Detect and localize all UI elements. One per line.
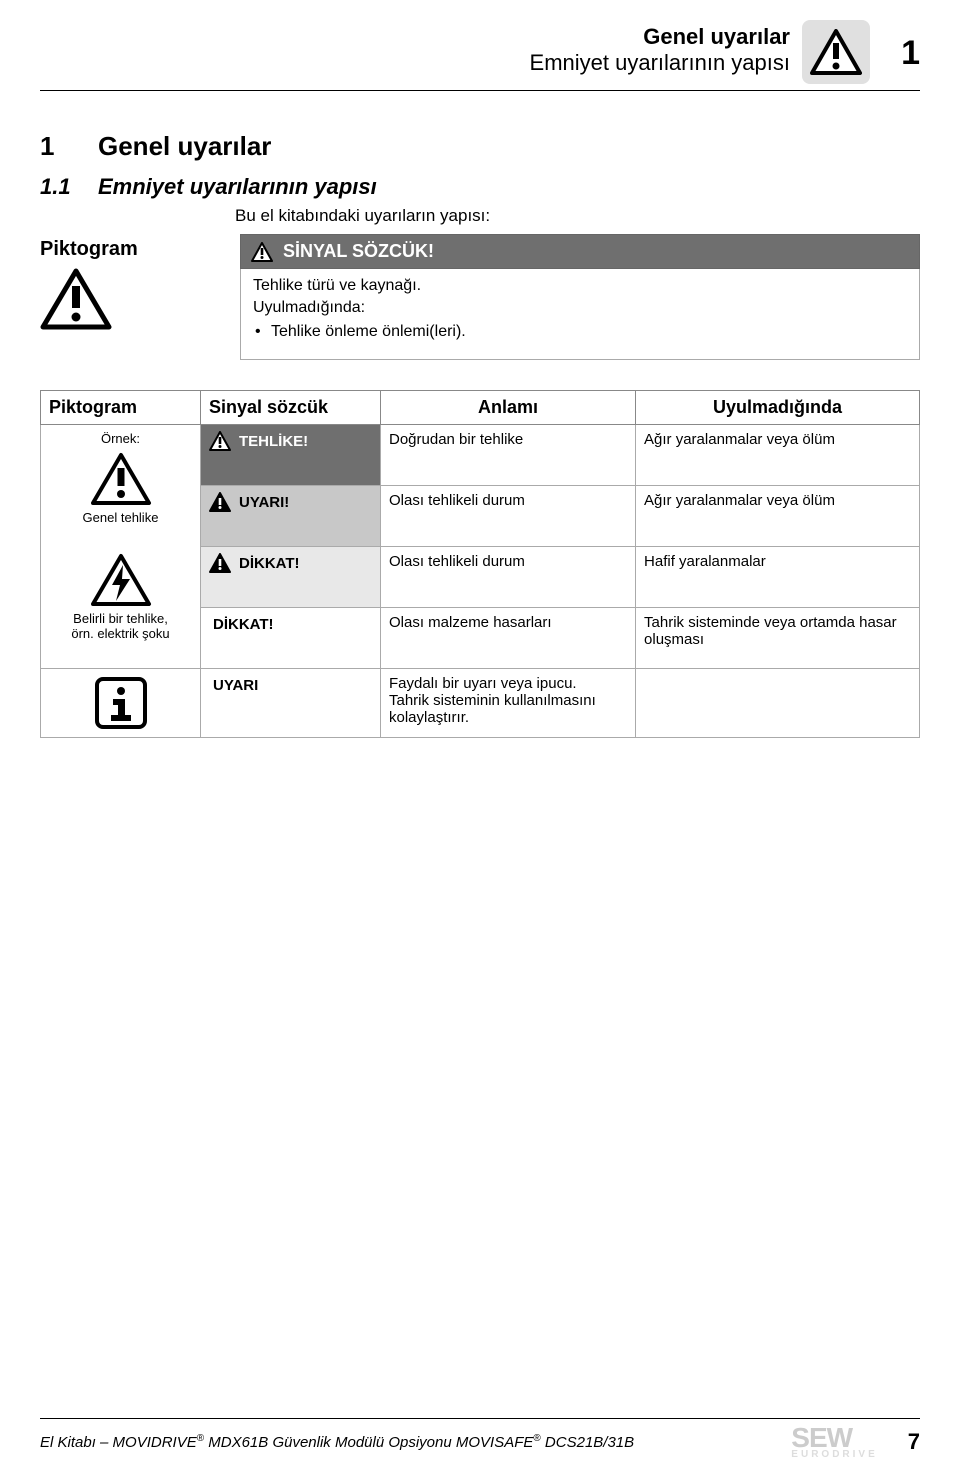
signal-text: DİKKAT! bbox=[239, 553, 300, 572]
warning-triangle-icon bbox=[40, 267, 112, 331]
heading-1-text: Genel uyarılar bbox=[98, 131, 271, 162]
signal-box: SİNYAL SÖZCÜK! Tehlike türü ve kaynağı. … bbox=[240, 234, 920, 360]
page-header: Genel uyarılar Emniyet uyarılarının yapı… bbox=[40, 20, 920, 90]
signal-cell: DİKKAT! bbox=[209, 614, 372, 662]
signal-text: TEHLİKE! bbox=[239, 431, 308, 450]
page-footer: El Kitabı – MOVIDRIVE® MDX61B Güvenlik M… bbox=[40, 1418, 920, 1459]
page: Genel uyarılar Emniyet uyarılarının yapı… bbox=[0, 0, 960, 1479]
signal-body: Tehlike türü ve kaynağı. Uyulmadığında: … bbox=[240, 269, 920, 360]
footer-text: El Kitabı – MOVIDRIVE® MDX61B Güvenlik M… bbox=[40, 1433, 634, 1451]
signal-word-text: SİNYAL SÖZCÜK! bbox=[283, 241, 434, 262]
meaning-cell: Olası malzeme hasarları bbox=[381, 608, 636, 669]
warning-structure-box: Piktogram bbox=[40, 234, 920, 360]
consequence-cell: Hafif yaralanmalar bbox=[636, 547, 920, 608]
th-pictogram: Piktogram bbox=[41, 391, 201, 425]
sew-logo: SEW EURODRIVE bbox=[791, 1425, 877, 1459]
signal-word-table: Piktogram Sinyal sözcük Anlamı Uyulmadığ… bbox=[40, 390, 920, 738]
electric-warning-icon bbox=[49, 553, 192, 607]
header-titles: Genel uyarılar Emniyet uyarılarının yapı… bbox=[530, 24, 790, 76]
chapter-number: 1 bbox=[901, 34, 920, 73]
info-icon bbox=[49, 675, 192, 731]
meaning-cell: Olası tehlikeli durum bbox=[381, 486, 636, 547]
signal-cell: UYARI! bbox=[209, 492, 372, 540]
th-signal: Sinyal sözcük bbox=[201, 391, 381, 425]
small-warning-icon bbox=[209, 431, 231, 451]
small-warning-icon bbox=[209, 492, 231, 512]
consequence-line: Uyulmadığında: bbox=[253, 299, 907, 317]
signal-word-bar: SİNYAL SÖZCÜK! bbox=[240, 234, 920, 269]
signal-text: UYARI bbox=[209, 675, 258, 694]
page-number: 7 bbox=[908, 1429, 920, 1455]
header-title: Genel uyarılar bbox=[530, 24, 790, 50]
row-pik-top: Örnek: bbox=[49, 431, 192, 446]
consequence-cell bbox=[636, 669, 920, 738]
consequence-cell: Ağır yaralanmalar veya ölüm bbox=[636, 425, 920, 486]
header-subtitle: Emniyet uyarılarının yapısı bbox=[530, 50, 790, 76]
signal-cell: UYARI bbox=[209, 675, 372, 723]
row-pik-caption: Genel tehlike bbox=[49, 510, 192, 526]
section-1: 1 Genel uyarılar 1.1 Emniyet uyarılarını… bbox=[40, 131, 920, 738]
small-warning-icon bbox=[209, 553, 231, 573]
hazard-type-line: Tehlike türü ve kaynağı. bbox=[253, 277, 907, 295]
consequence-cell: Tahrik sisteminde veya ortamda hasar olu… bbox=[636, 608, 920, 669]
warning-triangle-icon bbox=[49, 452, 192, 506]
heading-1-1: 1.1 Emniyet uyarılarının yapısı bbox=[40, 174, 920, 200]
meaning-cell: Doğrudan bir tehlike bbox=[381, 425, 636, 486]
header-rule bbox=[40, 90, 920, 91]
warning-icon bbox=[802, 20, 870, 84]
pictogram-label: Piktogram bbox=[40, 238, 240, 261]
th-consequence: Uyulmadığında bbox=[636, 391, 920, 425]
row-pik-caption: Belirli bir tehlike, örn. elektrik şoku bbox=[49, 611, 192, 642]
table-row: Örnek: Genel tehlike bbox=[41, 425, 920, 486]
signal-text: DİKKAT! bbox=[209, 614, 274, 633]
heading-1-number: 1 bbox=[40, 131, 70, 162]
signal-text: UYARI! bbox=[239, 492, 289, 511]
footer-rule bbox=[40, 1418, 920, 1419]
table-header-row: Piktogram Sinyal sözcük Anlamı Uyulmadığ… bbox=[41, 391, 920, 425]
measure-bullet: Tehlike önleme önlemi(leri). bbox=[271, 323, 907, 341]
table-row: Belirli bir tehlike, örn. elektrik şoku … bbox=[41, 547, 920, 608]
meaning-cell: Faydalı bir uyarı veya ipucu. Tahrik sis… bbox=[381, 669, 636, 738]
heading-1: 1 Genel uyarılar bbox=[40, 131, 920, 162]
intro-line: Bu el kitabındaki uyarıların yapısı: bbox=[235, 206, 920, 226]
heading-1-1-text: Emniyet uyarılarının yapısı bbox=[98, 174, 377, 200]
table-row: UYARI Faydalı bir uyarı veya ipucu. Tahr… bbox=[41, 669, 920, 738]
small-warning-icon bbox=[251, 242, 273, 262]
consequence-cell: Ağır yaralanmalar veya ölüm bbox=[636, 486, 920, 547]
meaning-cell: Olası tehlikeli durum bbox=[381, 547, 636, 608]
signal-cell: DİKKAT! bbox=[209, 553, 372, 601]
th-meaning: Anlamı bbox=[381, 391, 636, 425]
heading-1-1-number: 1.1 bbox=[40, 174, 80, 200]
signal-cell: TEHLİKE! bbox=[209, 431, 372, 479]
